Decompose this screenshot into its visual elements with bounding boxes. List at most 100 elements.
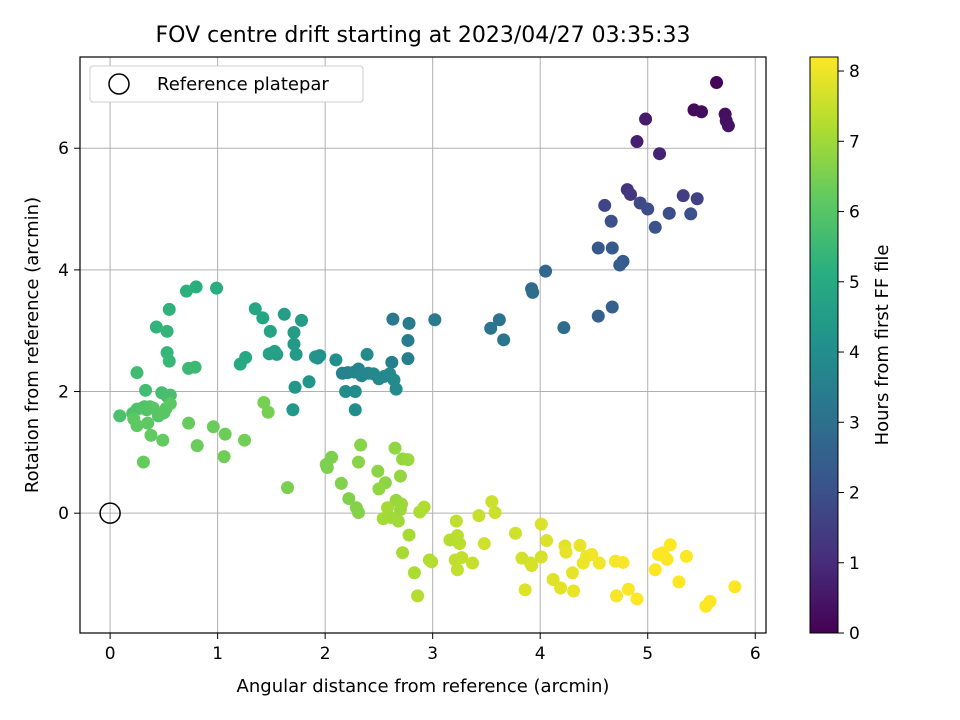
y-tick-label: 0 bbox=[58, 504, 69, 524]
y-tick-label: 6 bbox=[58, 139, 69, 159]
data-point bbox=[261, 405, 275, 419]
data-point bbox=[156, 433, 170, 447]
data-point bbox=[334, 476, 348, 490]
colorbar-tick-label: 7 bbox=[849, 132, 860, 152]
colorbar-tick-label: 8 bbox=[849, 62, 860, 82]
data-point bbox=[385, 355, 399, 369]
data-point bbox=[721, 119, 735, 133]
data-point bbox=[621, 582, 635, 596]
colorbar-tick-label: 0 bbox=[849, 624, 860, 644]
x-tick-label: 0 bbox=[105, 644, 116, 664]
data-point bbox=[401, 453, 415, 467]
data-point bbox=[694, 105, 708, 119]
data-point bbox=[339, 385, 353, 399]
plot-frame bbox=[79, 56, 767, 634]
data-point bbox=[662, 206, 676, 220]
data-point bbox=[371, 464, 385, 478]
data-point bbox=[393, 469, 407, 483]
y-tick-label: 4 bbox=[58, 261, 69, 281]
data-point bbox=[554, 581, 568, 595]
data-point bbox=[210, 281, 224, 295]
data-point bbox=[206, 420, 220, 434]
data-point bbox=[710, 76, 724, 90]
data-point bbox=[342, 492, 356, 506]
data-point bbox=[610, 589, 624, 603]
x-ticks: 0 1 2 3 4 5 6 bbox=[105, 633, 761, 664]
data-point bbox=[218, 427, 232, 441]
x-tick-label: 3 bbox=[427, 644, 438, 664]
data-point bbox=[630, 135, 644, 149]
data-point bbox=[189, 280, 203, 294]
data-point bbox=[472, 509, 486, 523]
data-point bbox=[407, 566, 421, 580]
data-point bbox=[393, 503, 407, 517]
data-point bbox=[372, 482, 386, 496]
data-point bbox=[679, 549, 693, 563]
data-point bbox=[624, 187, 638, 201]
data-point bbox=[690, 192, 704, 206]
data-point bbox=[605, 300, 619, 314]
data-points bbox=[113, 76, 742, 613]
colorbar-ticks: 0 1 2 3 4 5 6 7 8 bbox=[838, 62, 860, 644]
legend-label: Reference platepar bbox=[157, 74, 329, 95]
data-point bbox=[163, 397, 177, 411]
data-point bbox=[455, 551, 469, 565]
data-point bbox=[381, 501, 395, 515]
data-point bbox=[294, 313, 308, 327]
data-point bbox=[639, 112, 653, 126]
data-point bbox=[604, 214, 618, 228]
data-point bbox=[113, 409, 127, 423]
data-point bbox=[162, 302, 176, 316]
data-point bbox=[160, 324, 174, 338]
data-point bbox=[663, 538, 677, 552]
data-point bbox=[141, 416, 155, 430]
data-point bbox=[130, 366, 144, 380]
data-point bbox=[641, 202, 655, 216]
data-point bbox=[351, 506, 365, 520]
reference-marker bbox=[99, 502, 121, 524]
data-point bbox=[525, 558, 539, 572]
x-tick-label: 4 bbox=[535, 644, 546, 664]
legend: Reference platepar bbox=[89, 65, 364, 103]
data-point bbox=[257, 395, 271, 409]
x-tick-label: 2 bbox=[320, 644, 331, 664]
data-point bbox=[348, 385, 362, 399]
data-point bbox=[598, 198, 612, 212]
data-point bbox=[162, 354, 176, 368]
data-point bbox=[190, 439, 204, 453]
legend-marker bbox=[108, 73, 130, 95]
data-point bbox=[179, 284, 193, 298]
data-point bbox=[648, 220, 662, 234]
data-point bbox=[286, 403, 300, 417]
data-point bbox=[287, 337, 301, 351]
data-point bbox=[354, 438, 368, 452]
data-point bbox=[453, 537, 467, 551]
data-point bbox=[573, 538, 587, 552]
data-point bbox=[492, 313, 506, 327]
data-point bbox=[449, 514, 463, 528]
data-point bbox=[417, 500, 431, 514]
data-point bbox=[262, 347, 276, 361]
data-point bbox=[130, 419, 144, 433]
colorbar-tick-label: 6 bbox=[849, 203, 860, 223]
data-point bbox=[402, 316, 416, 330]
data-point bbox=[139, 383, 153, 397]
data-point bbox=[653, 147, 667, 161]
data-point bbox=[539, 264, 553, 278]
data-point bbox=[277, 307, 291, 321]
data-point bbox=[565, 566, 579, 580]
data-point bbox=[648, 563, 662, 577]
data-point bbox=[256, 311, 270, 325]
grid-lines bbox=[80, 57, 766, 633]
data-point bbox=[484, 321, 498, 335]
data-point bbox=[425, 555, 439, 569]
data-point bbox=[248, 302, 262, 316]
chart-title: FOV centre drift starting at 2023/04/27 … bbox=[156, 23, 691, 48]
data-point bbox=[401, 333, 415, 347]
data-point bbox=[302, 375, 316, 389]
y-ticks: 0 2 4 6 bbox=[58, 139, 80, 524]
data-point bbox=[630, 592, 644, 606]
x-tick-label: 6 bbox=[750, 644, 761, 664]
data-point bbox=[534, 517, 548, 531]
x-tick-label: 1 bbox=[212, 644, 223, 664]
